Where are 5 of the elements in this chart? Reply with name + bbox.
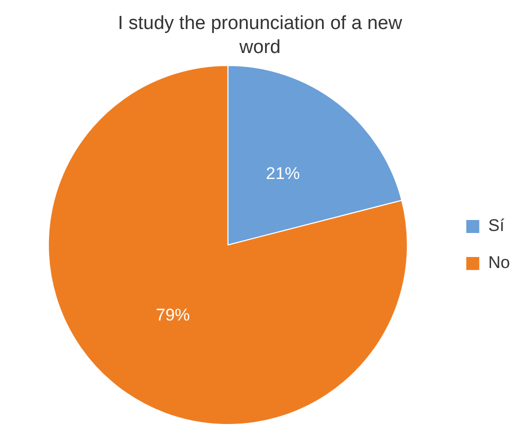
legend-label: Sí (488, 216, 505, 236)
data-label: 21% (266, 164, 300, 183)
chart-title: I study the pronunciation of a new word (116, 12, 404, 60)
data-label: 79% (156, 306, 190, 325)
legend-label: No (488, 253, 510, 272)
